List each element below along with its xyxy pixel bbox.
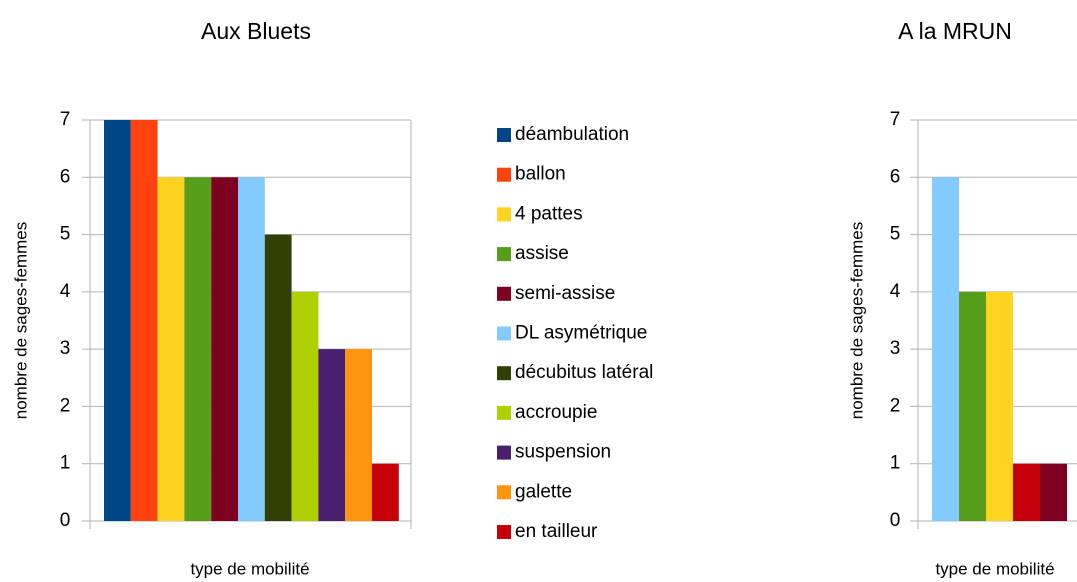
legend-label: assise: [515, 243, 569, 264]
x-axis-label: type de mobilité: [190, 559, 309, 578]
bar: [291, 291, 319, 521]
legend-swatch: [497, 128, 511, 142]
legend-swatch: [497, 405, 511, 420]
legend-label: DL asymétrique: [515, 323, 647, 344]
legend-swatch: [497, 247, 511, 262]
bar: [130, 120, 158, 521]
legend-label: accroupie: [515, 402, 597, 423]
bar: [238, 177, 265, 522]
y-tick-label: 1: [890, 453, 901, 474]
y-tick-label: 2: [890, 395, 901, 416]
bar: [959, 291, 986, 521]
y-tick-label: 2: [60, 395, 71, 416]
legend-swatch: [497, 525, 511, 539]
legend-label: semi-assise: [515, 283, 615, 304]
bar: [264, 234, 292, 522]
bar: [1013, 463, 1040, 521]
bar: [345, 349, 372, 521]
bar: [986, 291, 1013, 521]
y-tick-label: 0: [890, 510, 901, 531]
y-axis-label: nombre de sages-femmes: [847, 222, 866, 419]
y-axis-label: nombre de sages-femmes: [11, 222, 30, 419]
y-tick-label: 5: [890, 224, 901, 245]
y-tick-label: 6: [890, 166, 901, 187]
legend-label: en tailleur: [515, 521, 598, 542]
legend-swatch: [497, 167, 511, 182]
chart-title: Aux Bluets: [201, 18, 311, 44]
legend-label: 4 pattes: [515, 203, 583, 224]
y-tick-label: 7: [890, 109, 901, 130]
chart-title: A la MRUN: [898, 18, 1012, 44]
bar: [1040, 463, 1067, 521]
y-tick-label: 0: [60, 510, 71, 531]
legend-swatch: [497, 485, 511, 500]
y-tick-label: 1: [60, 453, 71, 474]
bar: [157, 177, 185, 522]
bar: [932, 177, 959, 522]
y-tick-label: 3: [890, 338, 901, 359]
bar: [184, 177, 212, 522]
legend-swatch: [497, 366, 511, 381]
y-tick-label: 4: [890, 281, 901, 302]
bar: [104, 120, 131, 521]
legend-swatch: [497, 207, 511, 222]
bar: [372, 463, 399, 521]
legend-label: galette: [515, 481, 572, 502]
legend-swatch: [497, 326, 511, 341]
legend-label: déambulation: [515, 124, 629, 145]
legend-swatch: [497, 445, 511, 460]
bar: [211, 177, 238, 522]
y-tick-label: 5: [60, 224, 71, 245]
bar: [318, 349, 346, 521]
legend-label: décubitus latéral: [515, 362, 653, 383]
legend-label: suspension: [515, 442, 611, 463]
y-tick-label: 6: [60, 166, 71, 187]
y-tick-label: 3: [60, 338, 71, 359]
x-axis-label: type de mobilité: [935, 559, 1054, 578]
legend-swatch: [497, 286, 511, 301]
y-tick-label: 7: [60, 109, 71, 130]
legend-label: ballon: [515, 164, 566, 185]
y-tick-label: 4: [60, 281, 71, 302]
